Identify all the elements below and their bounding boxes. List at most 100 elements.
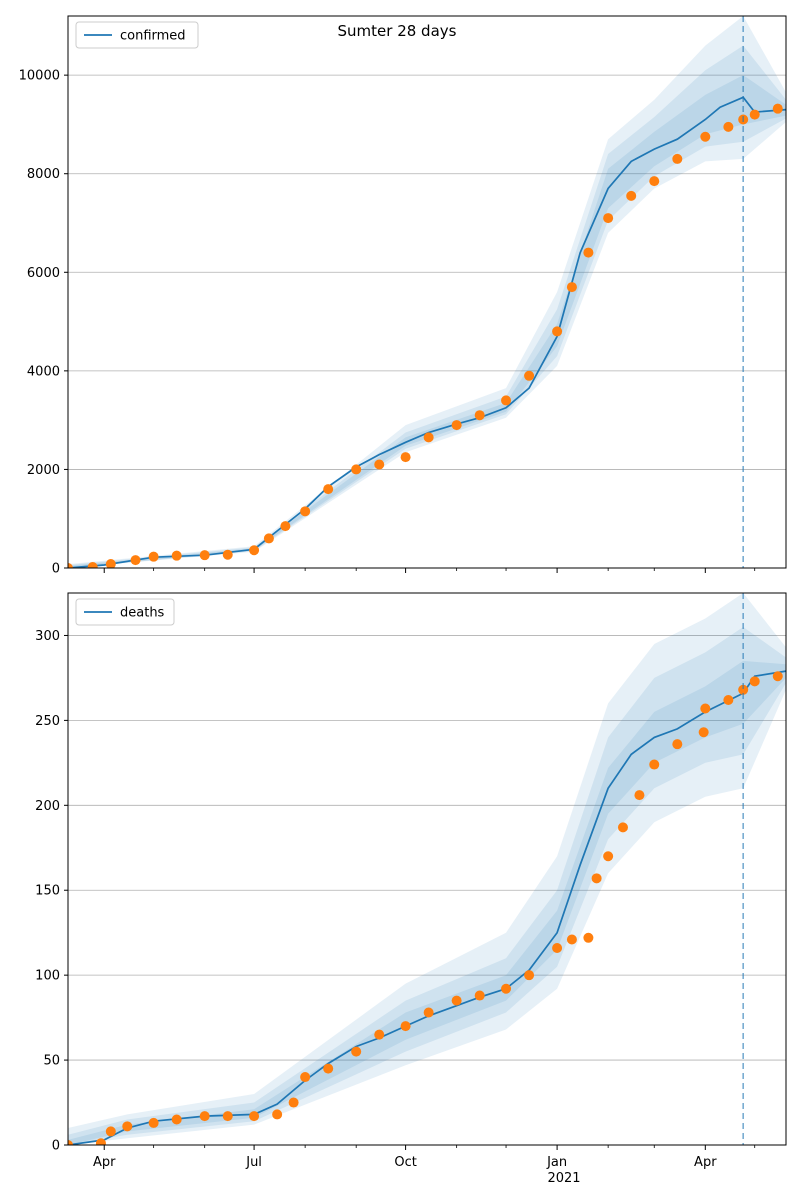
y-tick-label: 100 (35, 969, 60, 984)
y-tick-label: 8000 (27, 167, 60, 182)
observed-point (323, 484, 334, 495)
confidence-band (68, 660, 786, 1145)
y-tick-label: 2000 (27, 463, 60, 478)
axes-frame (67, 592, 787, 1146)
observed-point (272, 1109, 283, 1120)
y-tick-label: 6000 (27, 266, 60, 281)
observed-point (222, 1111, 233, 1122)
observed-point (723, 121, 734, 132)
observed-point (451, 995, 462, 1006)
observed-point (617, 822, 628, 833)
x-tick-label: Apr (93, 1155, 116, 1170)
y-tick-label: 4000 (27, 364, 60, 379)
y-tick-label: 0 (52, 562, 60, 577)
observed-point (95, 1138, 106, 1145)
observed-point (122, 1121, 133, 1132)
observed-point (148, 1117, 159, 1128)
y-tick-label: 200 (35, 799, 60, 814)
y-tick-label: 50 (43, 1054, 60, 1069)
observed-point (552, 326, 563, 337)
legend-label: confirmed (120, 29, 186, 44)
observed-point (148, 551, 159, 562)
plot-area (68, 593, 786, 1145)
observed-point (583, 932, 594, 943)
observed-point (87, 562, 98, 568)
observed-point (68, 1140, 73, 1145)
observed-point (626, 190, 637, 201)
observed-point (749, 109, 760, 120)
observed-point (199, 550, 210, 561)
observed-point (700, 131, 711, 142)
observed-point (374, 459, 385, 470)
observed-point (374, 1029, 385, 1040)
observed-point (772, 671, 783, 682)
y-tick-label: 300 (35, 629, 60, 644)
observed-point (222, 549, 233, 560)
observed-point (566, 934, 577, 945)
x-tick-label: Jan (546, 1155, 567, 1170)
observed-point (423, 1007, 434, 1018)
observed-point (700, 703, 711, 714)
legend: confirmed (75, 21, 199, 49)
observed-point (300, 506, 311, 517)
observed-point (351, 1046, 362, 1057)
y-tick-label: 250 (35, 714, 60, 729)
x-tick-label: Jul (245, 1155, 262, 1170)
y-tick-label: 10000 (19, 69, 60, 84)
confidence-band (68, 627, 786, 1145)
observed-point (474, 410, 485, 421)
observed-point (199, 1111, 210, 1122)
deaths-panel: 0 50 100 150 200 250 300 Apr Jul Oct Jan Apr deaths (35, 592, 787, 1170)
observed-point (698, 727, 709, 738)
observed-point (583, 247, 594, 258)
observed-point (300, 1072, 311, 1083)
observed-point (649, 759, 660, 770)
observed-point (249, 1111, 260, 1122)
observed-point (351, 464, 362, 475)
y-tick-label: 0 (52, 1139, 60, 1154)
x-year-label: 2021 (547, 1171, 580, 1186)
observed-point (249, 545, 260, 556)
x-tick-label: Apr (694, 1155, 717, 1170)
observed-point (501, 395, 512, 406)
observed-point (603, 851, 614, 862)
observed-point (400, 452, 411, 463)
observed-point (672, 739, 683, 750)
observed-point (672, 153, 683, 164)
figure-title: Sumter 28 days (338, 22, 457, 40)
y-tick-label: 150 (35, 884, 60, 899)
observed-point (552, 942, 563, 953)
plot-area (68, 16, 786, 568)
confirmed-panel: 0 2000 4000 6000 8000 10000 confirmed (19, 15, 787, 577)
observed-point (501, 983, 512, 994)
observed-point (591, 873, 602, 884)
model-line (68, 670, 786, 1145)
observed-point (772, 103, 783, 114)
observed-point (603, 213, 614, 224)
observed-point (738, 684, 749, 695)
observed-point (474, 990, 485, 1001)
legend-box (75, 598, 175, 626)
observed-point (723, 695, 734, 706)
observed-point (524, 370, 535, 381)
observed-point (451, 420, 462, 431)
confidence-band (68, 45, 786, 568)
observed-point (634, 790, 645, 801)
axes-frame (67, 15, 787, 569)
observed-point (105, 1126, 116, 1137)
x-tick-label: Oct (394, 1155, 416, 1170)
observed-point (288, 1097, 299, 1108)
observed-point (423, 432, 434, 443)
observed-point (171, 1114, 182, 1125)
observed-point (649, 176, 660, 187)
observed-point (400, 1021, 411, 1032)
legend-label: deaths (120, 606, 165, 621)
observed-point (263, 533, 274, 544)
observed-point (566, 282, 577, 293)
observed-point (323, 1063, 334, 1074)
legend-box (75, 21, 199, 49)
confidence-band (68, 16, 786, 568)
observed-point (749, 676, 760, 687)
observed-point (105, 559, 116, 568)
